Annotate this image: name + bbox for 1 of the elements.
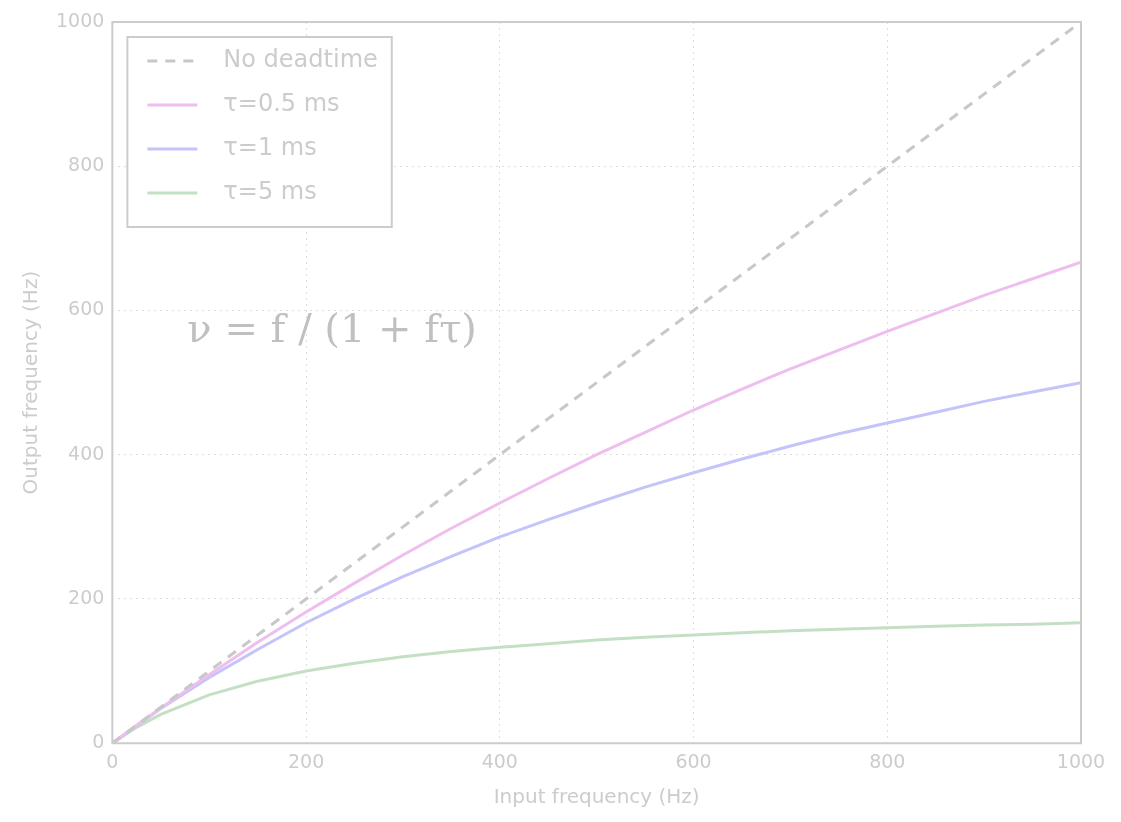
annotation: ν = f / (1 + fτ): [187, 305, 477, 352]
